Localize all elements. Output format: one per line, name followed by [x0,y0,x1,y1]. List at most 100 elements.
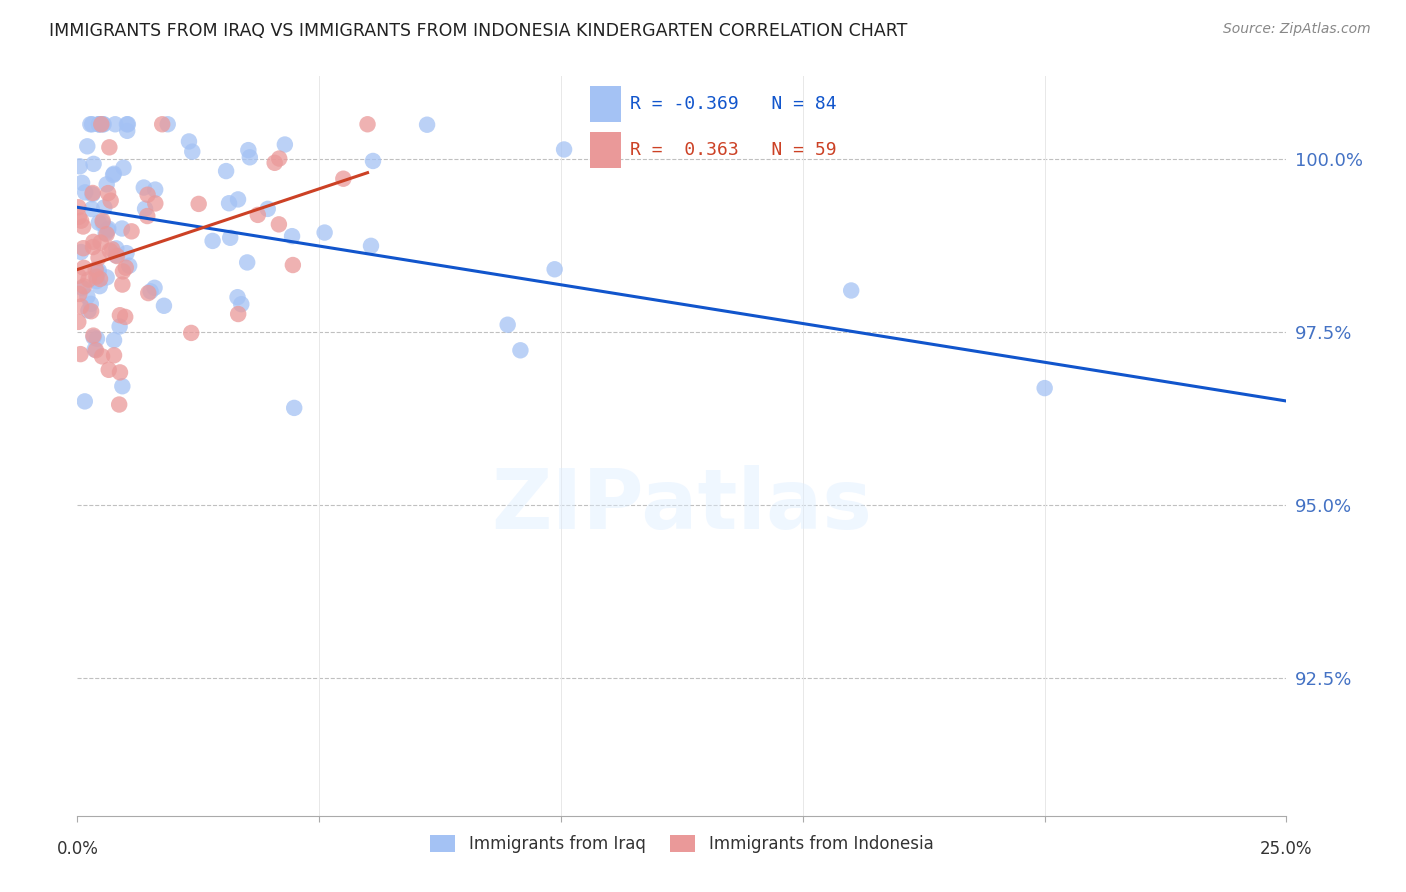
Point [97,223,120,237]
Point [104,117,127,131]
Point [80,304,103,318]
Point [98,140,121,154]
Point [111,379,134,393]
Point [82,240,104,254]
Point [114,310,136,324]
Point [103,333,125,347]
Point [108,365,131,379]
Point [80,202,103,216]
Point [70,300,93,314]
Text: ZIPatlas: ZIPatlas [492,465,872,546]
Point [103,348,125,362]
Point [263,156,285,170]
Point [111,221,134,235]
Point [153,299,176,313]
Point [246,208,269,222]
Point [543,262,565,277]
Point [187,197,209,211]
Point [103,167,125,181]
Point [143,196,166,211]
Point [101,168,124,182]
Point [72,281,94,295]
Point [87,265,110,279]
Point [87,216,110,230]
Point [96,270,118,285]
Point [281,229,304,244]
Point [94,226,117,240]
Point [73,260,96,275]
Point [136,209,159,223]
Point [96,178,118,192]
Point [115,246,138,260]
Text: IMMIGRANTS FROM IRAQ VS IMMIGRANTS FROM INDONESIA KINDERGARTEN CORRELATION CHART: IMMIGRANTS FROM IRAQ VS IMMIGRANTS FROM … [49,22,908,40]
Point [91,350,114,364]
Point [115,117,138,131]
Point [70,245,93,260]
Point [67,286,90,301]
Point [121,224,143,238]
Point [269,152,291,166]
Point [219,231,242,245]
Point [360,239,382,253]
Point [80,297,103,311]
Point [226,193,249,207]
Point [89,279,111,293]
Point [218,196,240,211]
Point [108,319,131,334]
Point [87,251,110,265]
Point [180,326,202,340]
Point [839,284,862,298]
Point [86,269,108,284]
Point [67,210,90,224]
Point [177,135,200,149]
Point [416,118,439,132]
Point [91,216,114,230]
Point [97,363,120,377]
Point [96,227,118,242]
Point [91,117,114,131]
Point [73,279,96,293]
Point [201,234,224,248]
Point [238,143,260,157]
Point [314,226,336,240]
Point [87,264,110,278]
Point [82,117,104,131]
Point [111,264,134,278]
Point [76,139,98,153]
Point [156,117,179,131]
Point [70,176,93,190]
Point [69,347,91,361]
Point [82,235,104,249]
Point [72,241,94,255]
Point [181,145,204,159]
Point [139,285,162,299]
Point [553,143,575,157]
Point [86,332,108,346]
Point [89,272,111,286]
Point [82,328,104,343]
Point [86,274,108,288]
Point [332,171,354,186]
Point [100,194,122,208]
Point [104,248,127,262]
Point [226,307,249,321]
Text: 25.0%: 25.0% [1260,840,1313,858]
Point [143,183,166,197]
Point [67,200,90,214]
Text: R =  0.363   N = 59: R = 0.363 N = 59 [630,141,837,159]
Point [361,153,384,168]
Point [283,401,305,415]
Point [281,258,304,272]
Point [226,290,249,304]
Point [108,398,131,412]
Point [89,117,111,131]
Point [90,235,112,250]
Point [83,343,105,357]
Point [132,180,155,194]
Point [73,394,96,409]
Point [118,259,141,273]
Point [97,221,120,235]
Point [150,117,173,131]
Point [143,281,166,295]
Point [93,117,115,131]
